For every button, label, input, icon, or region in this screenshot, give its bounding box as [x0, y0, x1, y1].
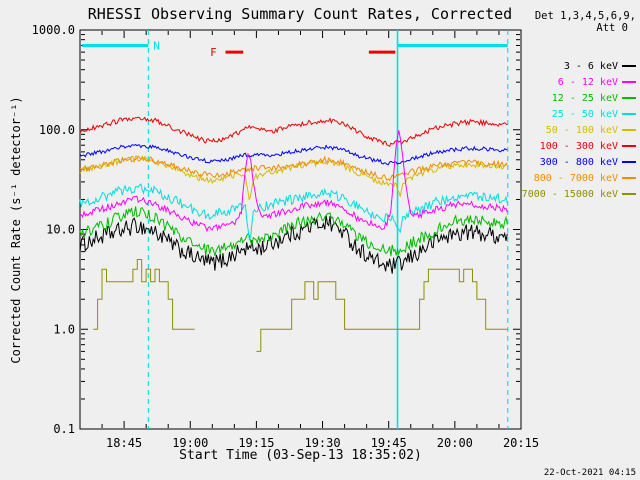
legend-item-label: 25 - 50 keV: [551, 108, 618, 120]
legend-item: 50 - 100 keV: [524, 122, 636, 138]
creation-timestamp: 22-Oct-2021 04:15: [543, 468, 636, 478]
legend-item-label: 12 - 25 keV: [551, 92, 618, 104]
legend-item: 6 - 12 keV: [524, 74, 636, 90]
svg-text:0.1: 0.1: [53, 422, 75, 436]
legend-item: 800 - 7000 keV: [524, 170, 636, 186]
legend-item-label: 7000 - 15000 keV: [521, 188, 618, 200]
svg-text:1.0: 1.0: [53, 322, 75, 336]
legend-swatch: [622, 65, 636, 67]
svg-text:19:30: 19:30: [304, 436, 340, 450]
svg-text:19:00: 19:00: [172, 436, 208, 450]
legend: Det 1,3,4,5,6,9, Att 0 3 - 6 keV 6 - 12 k…: [521, 10, 636, 202]
legend-item: 300 - 800 keV: [524, 154, 636, 170]
svg-text:18:45: 18:45: [106, 436, 142, 450]
legend-item-label: 6 - 12 keV: [557, 76, 618, 88]
legend-swatch: [622, 193, 636, 195]
legend-swatch: [622, 113, 636, 115]
legend-swatch: [622, 161, 636, 163]
svg-text:1000.0: 1000.0: [32, 23, 75, 37]
chart-title: RHESSI Observing Summary Count Rates, Co…: [87, 5, 513, 23]
legend-swatch: [622, 177, 636, 179]
svg-text:20:15: 20:15: [503, 436, 539, 450]
legend-item: 7000 - 15000 keV: [521, 186, 636, 202]
legend-item-label: 50 - 100 keV: [545, 124, 618, 136]
x-axis-label: Start Time (03-Sep-13 18:35:02): [179, 448, 422, 463]
svg-text:100.0: 100.0: [39, 123, 75, 137]
legend-item: 100 - 300 keV: [524, 138, 636, 154]
legend-swatch: [622, 129, 636, 131]
legend-header-detectors: Det 1,3,4,5,6,9,: [534, 10, 636, 22]
legend-swatch: [622, 81, 636, 83]
legend-swatch: [622, 97, 636, 99]
svg-text:19:15: 19:15: [238, 436, 274, 450]
legend-swatch: [622, 145, 636, 147]
legend-item-label: 300 - 800 keV: [539, 156, 618, 168]
legend-item-label: 800 - 7000 keV: [533, 172, 618, 184]
legend-items: 3 - 6 keV 6 - 12 keV 12 - 25 keV 25 - 50 ke…: [521, 58, 636, 202]
svg-text:19:45: 19:45: [371, 436, 407, 450]
legend-item: 12 - 25 keV: [524, 90, 636, 106]
svg-text:10.0: 10.0: [46, 223, 75, 237]
svg-text:N: N: [153, 39, 160, 52]
legend-item: 3 - 6 keV: [524, 58, 636, 74]
legend-item-label: 100 - 300 keV: [539, 140, 618, 152]
y-axis-label: Corrected Count Rate (s⁻¹ detector⁻¹): [9, 96, 23, 364]
legend-item: 25 - 50 keV: [524, 106, 636, 122]
svg-text:F: F: [210, 46, 217, 59]
svg-text:20:00: 20:00: [437, 436, 473, 450]
legend-item-label: 3 - 6 keV: [563, 60, 618, 72]
legend-header-attenuator: Att 0: [596, 22, 628, 34]
